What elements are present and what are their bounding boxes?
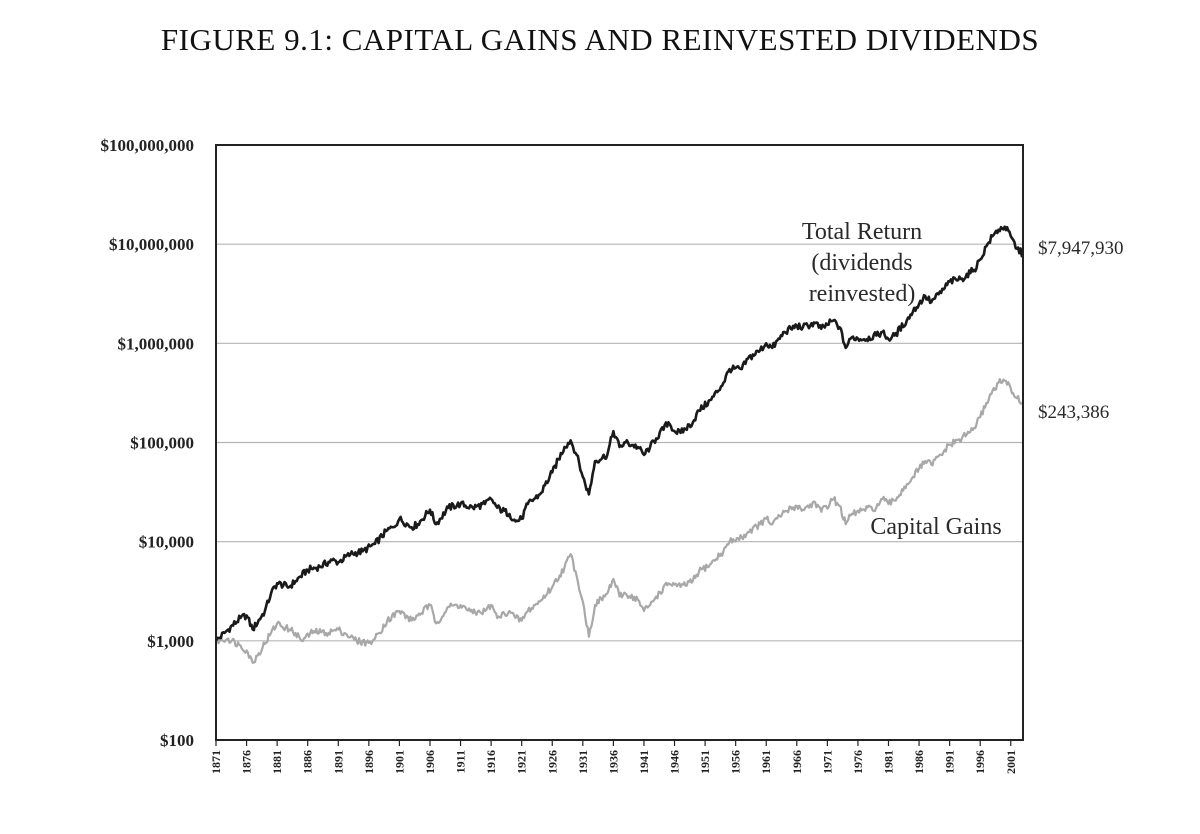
capital-gains-end-value: $243,386 xyxy=(1038,402,1109,423)
x-tick-label: 1986 xyxy=(912,750,926,774)
x-tick-label: 1961 xyxy=(759,750,773,774)
x-tick-label: 1996 xyxy=(973,750,987,774)
y-tick-label: $100,000,000 xyxy=(101,136,195,155)
x-tick-label: 1971 xyxy=(820,750,834,774)
x-tick-label: 1951 xyxy=(698,750,712,774)
total-return-annotation-line-3: reinvested) xyxy=(809,281,916,307)
x-tick-label: 1966 xyxy=(790,750,804,774)
y-tick-label: $100,000 xyxy=(130,434,194,453)
total-return-line xyxy=(214,225,1025,642)
x-tick-label: 1976 xyxy=(851,750,865,774)
x-tick-label: 1871 xyxy=(209,750,223,774)
x-tick-label: 1991 xyxy=(943,750,957,774)
y-tick-label: $10,000 xyxy=(139,533,194,552)
y-axis-ticks: $100 $1,000 $10,000 $100,000 $1,000,000 $10,0… xyxy=(101,136,195,750)
x-tick-label: 1981 xyxy=(882,750,896,774)
x-tick-label: 2001 xyxy=(1004,750,1018,774)
x-tick-label: 1891 xyxy=(331,750,345,774)
x-tick-label: 1881 xyxy=(270,750,284,774)
x-tick-label: 1946 xyxy=(668,750,682,774)
x-tick-label: 1896 xyxy=(362,750,376,774)
x-tick-label: 1911 xyxy=(454,750,468,773)
y-tick-label: $10,000,000 xyxy=(109,235,194,254)
x-tick-label: 1931 xyxy=(576,750,590,774)
total-return-annotation-line-1: Total Return xyxy=(802,219,922,245)
x-tick-label: 1901 xyxy=(392,750,406,774)
x-tick-label: 1956 xyxy=(729,750,743,774)
y-tick-label: $100 xyxy=(160,731,194,750)
y-tick-label: $1,000,000 xyxy=(118,334,195,353)
total-return-end-value: $7,947,930 xyxy=(1038,238,1124,259)
plot-frame xyxy=(215,144,1024,741)
x-tick-label: 1886 xyxy=(301,750,315,774)
capital-gains-line xyxy=(214,378,1024,664)
capital-gains-annotation: Capital Gains xyxy=(870,514,1001,540)
y-tick-label: $1,000 xyxy=(147,632,194,651)
x-tick-label: 1936 xyxy=(606,750,620,774)
x-tick-label: 1926 xyxy=(545,750,559,774)
figure-title: FIGURE 9.1: CAPITAL GAINS AND REINVESTED… xyxy=(160,22,1040,57)
x-tick-label: 1916 xyxy=(484,750,498,774)
x-tick-label: 1906 xyxy=(423,750,437,774)
x-axis-ticks: 1871 1876 1881 1886 1891 1896 1901 1906 1911 1916… xyxy=(209,740,1018,774)
x-tick-label: 1921 xyxy=(515,750,529,774)
x-tick-label: 1876 xyxy=(240,750,254,774)
series-lines xyxy=(214,225,1025,664)
total-return-annotation-line-2: (dividends xyxy=(811,250,912,276)
x-tick-label: 1941 xyxy=(637,750,651,774)
